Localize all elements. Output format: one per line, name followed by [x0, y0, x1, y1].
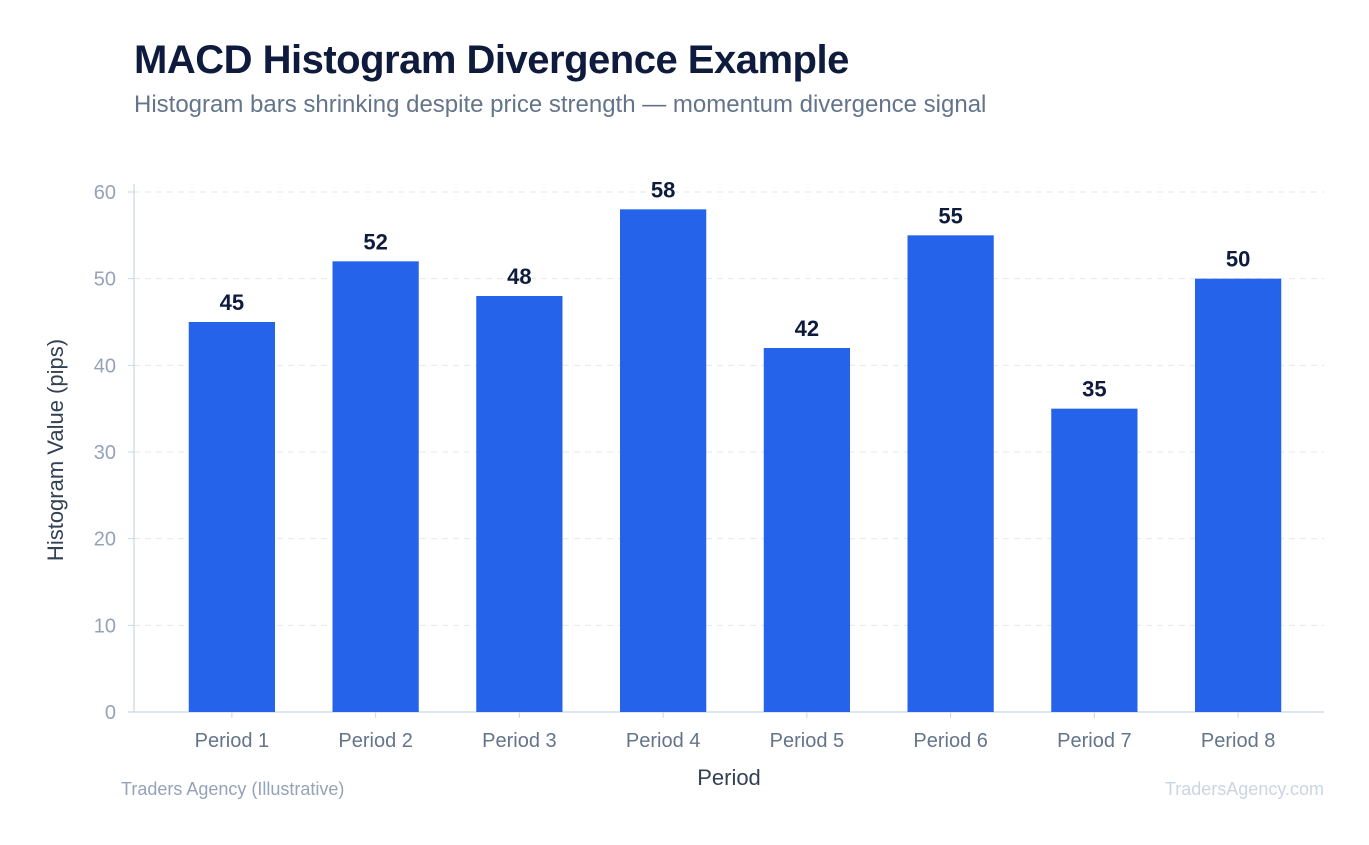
x-tick-label: Period 7 [1057, 730, 1132, 752]
bar-value-label: 55 [938, 203, 962, 228]
bar-value-label: 52 [363, 229, 387, 254]
bar [476, 296, 563, 712]
y-tick-label: 40 [94, 355, 116, 377]
y-axis-title: Histogram Value (pips) [43, 339, 68, 561]
data-labels: 45 52 48 58 42 55 35 50 [220, 177, 1251, 401]
y-tick-label: 10 [94, 615, 116, 637]
chart-title: MACD Histogram Divergence Example [134, 38, 849, 82]
y-tick-label: 30 [94, 442, 116, 464]
x-tick-label: Period 8 [1201, 730, 1276, 752]
bar-value-label: 35 [1082, 377, 1106, 402]
grid-lines [134, 191, 1324, 626]
bar [1051, 408, 1138, 712]
y-tick-label: 60 [94, 182, 116, 204]
x-tick-label: Period 1 [195, 730, 270, 752]
bar [188, 322, 275, 712]
y-tick-label: 20 [94, 529, 116, 551]
bar-value-label: 42 [795, 316, 819, 341]
x-tick-label: Period 5 [770, 730, 845, 752]
bar-value-label: 58 [651, 177, 675, 202]
bar [907, 235, 994, 713]
site-watermark: TradersAgency.com [1164, 779, 1324, 799]
x-tick-label: Period 2 [338, 730, 413, 752]
bar [620, 209, 707, 713]
source-note: Traders Agency (Illustrative) [121, 779, 345, 799]
x-tick-label: Period 4 [626, 730, 701, 752]
y-tick-label: 0 [105, 702, 116, 724]
y-tick-label: 50 [94, 269, 116, 291]
x-tick-label: Period 6 [913, 730, 988, 752]
bar-value-label: 48 [507, 264, 531, 289]
x-axis-title: Period [697, 765, 761, 790]
bars [188, 209, 1282, 713]
bar-value-label: 45 [220, 290, 244, 315]
bar-value-label: 50 [1226, 247, 1250, 272]
chart-subtitle: Histogram bars shrinking despite price s… [134, 91, 987, 118]
bar [1195, 278, 1282, 712]
axes: 0 10 20 30 40 50 60 Period 1 Period 2 Period 3 Per… [94, 182, 1324, 752]
bar [332, 261, 419, 712]
x-tick-label: Period 3 [482, 730, 557, 752]
bar [763, 348, 850, 712]
